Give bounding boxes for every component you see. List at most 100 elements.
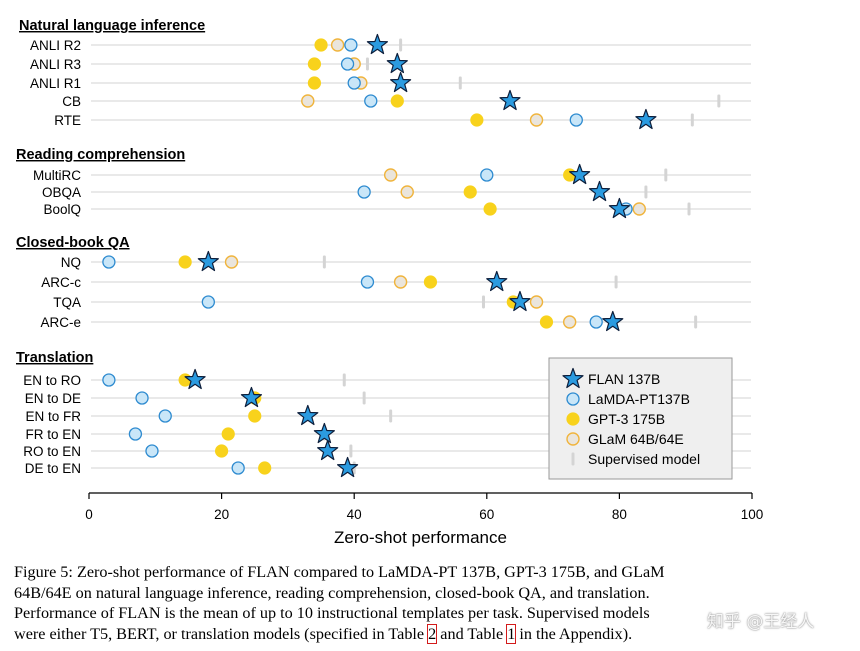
- task-label: ARC-c: [41, 275, 81, 290]
- glam-marker: [224, 255, 239, 269]
- task-row: OBQA: [42, 180, 751, 202]
- task-row: ANLI R2: [30, 33, 751, 55]
- task-label: EN to DE: [25, 391, 81, 406]
- lamda-marker: [480, 168, 494, 182]
- lamda-marker: [145, 444, 159, 458]
- lamda-marker: [135, 391, 149, 405]
- legend-gpt3-swatch: [566, 412, 580, 426]
- task-row: ARC-e: [40, 310, 751, 332]
- legend-item-flan: FLAN 137B: [562, 367, 660, 389]
- gpt3-marker: [470, 113, 484, 127]
- section-reading-comprehension: Reading comprehension MultiRC OBQA BoolQ: [16, 147, 751, 219]
- flan-marker: [297, 404, 319, 426]
- lamda-marker: [102, 255, 116, 269]
- x-tick-label: 60: [479, 507, 494, 522]
- flan-marker: [184, 368, 206, 390]
- supervised-marker: [664, 168, 668, 182]
- task-row: ANLI R3: [30, 52, 751, 74]
- x-axis-title: Zero-shot performance: [334, 528, 507, 547]
- supervised-marker: [481, 295, 485, 309]
- gpt3-marker: [314, 38, 328, 52]
- lamda-marker: [357, 185, 371, 199]
- section-natural-language-inference: Natural language inference ANLI R2 ANLI R3…: [19, 18, 751, 130]
- lamda-marker: [344, 38, 358, 52]
- lamda-marker: [364, 94, 378, 108]
- flan-marker: [499, 89, 521, 111]
- task-row: CB: [62, 89, 751, 111]
- legend-flan-label: FLAN 137B: [588, 371, 660, 387]
- task-label: CB: [62, 94, 81, 109]
- gpt3-marker: [483, 202, 497, 216]
- legend: FLAN 137B LaMDA-PT137B GPT-3 175B GLaM 64B/…: [548, 357, 733, 480]
- legend-gpt3-label: GPT-3 175B: [588, 411, 665, 427]
- table-ref-link-2[interactable]: 2: [427, 623, 438, 644]
- task-label: NQ: [61, 255, 81, 270]
- lamda-marker: [360, 275, 375, 289]
- x-tick-label: 40: [347, 507, 362, 522]
- task-label: ANLI R1: [30, 76, 81, 91]
- task-label: RO to EN: [23, 444, 81, 459]
- glam-marker: [393, 275, 408, 289]
- glam-marker: [383, 168, 398, 182]
- legend-flan-swatch: [562, 367, 584, 389]
- legend-item-lamda: LaMDA-PT137B: [566, 391, 690, 407]
- x-tick-label: 80: [612, 507, 627, 522]
- gpt3-marker: [178, 255, 192, 269]
- gpt3-marker: [307, 57, 322, 71]
- gpt3-marker: [258, 461, 272, 475]
- supervised-marker: [458, 76, 462, 90]
- section-title: Translation: [16, 350, 93, 366]
- gpt3-marker: [215, 444, 229, 458]
- table-ref-link-1[interactable]: 1: [506, 623, 517, 644]
- flan-marker: [336, 456, 359, 478]
- section-title: Closed-book QA: [16, 235, 130, 251]
- gpt3-marker: [307, 76, 322, 90]
- x-axis: 0 20 40 60 80 100 Zero-shot performance: [85, 492, 764, 547]
- flan-marker: [509, 290, 531, 312]
- x-tick-label: 100: [741, 507, 764, 522]
- gpt3-marker: [248, 409, 262, 423]
- supervised-marker: [365, 57, 369, 71]
- gpt3-marker: [423, 275, 438, 289]
- task-label: RTE: [54, 113, 81, 128]
- task-label: EN to FR: [25, 409, 81, 424]
- section-closed-book-qa: Closed-book QA NQ ARC-c TQA ARC-e: [16, 235, 751, 332]
- lamda-marker: [569, 113, 583, 127]
- task-label: FR to EN: [25, 427, 81, 442]
- legend-item-gpt3: GPT-3 175B: [566, 411, 665, 427]
- caption-line-4-b: and Table: [436, 624, 508, 643]
- supervised-marker: [690, 113, 694, 127]
- flan-marker: [240, 386, 263, 408]
- flan-marker: [197, 250, 219, 272]
- section-title: Natural language inference: [19, 18, 205, 34]
- watermark-text: 知乎 @王经人: [707, 612, 815, 632]
- gpt3-marker: [463, 185, 477, 199]
- legend-lamda-swatch: [566, 392, 580, 406]
- legend-item-supervised: Supervised model: [571, 451, 700, 467]
- caption-line-4-c: in the Appendix).: [515, 624, 633, 643]
- flan-marker: [569, 163, 591, 185]
- task-label: EN to RO: [23, 373, 81, 388]
- task-row: ANLI R1: [30, 71, 751, 93]
- lamda-marker: [589, 315, 603, 329]
- task-label: ARC-e: [40, 315, 81, 330]
- gpt3-marker: [539, 315, 554, 329]
- flan-marker: [390, 71, 412, 93]
- flan-marker: [588, 180, 611, 202]
- supervised-marker: [322, 255, 326, 269]
- caption-line-4: were either T5, BERT, or translation mod…: [14, 623, 804, 645]
- supervised-marker: [614, 275, 618, 289]
- task-label: OBQA: [42, 185, 81, 200]
- legend-supervised-swatch: [571, 452, 575, 466]
- glam-marker: [562, 315, 577, 329]
- caption-line-2: 64B/64E on natural language inference, r…: [14, 583, 650, 602]
- caption-line-3: Performance of FLAN is the mean of up to…: [14, 604, 650, 622]
- flan-marker: [317, 439, 339, 461]
- supervised-marker: [342, 373, 346, 387]
- flan-marker: [486, 270, 508, 292]
- supervised-marker: [644, 185, 648, 199]
- task-row: RTE: [54, 108, 751, 130]
- task-label: BoolQ: [43, 202, 81, 217]
- task-label: MultiRC: [33, 168, 81, 183]
